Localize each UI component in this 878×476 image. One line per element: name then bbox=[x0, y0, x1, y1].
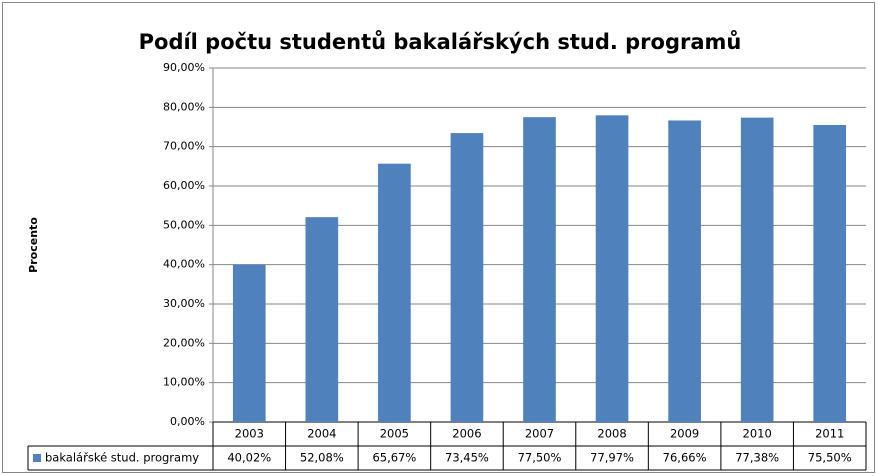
bar bbox=[740, 117, 774, 422]
table-value: 77,97% bbox=[590, 451, 634, 465]
x-tick-label: 2003 bbox=[235, 427, 264, 441]
y-tick-label: 20,00% bbox=[163, 336, 205, 349]
x-tick-label: 2009 bbox=[670, 427, 699, 441]
y-tick-label: 10,00% bbox=[163, 376, 205, 389]
bar bbox=[232, 264, 266, 422]
y-tick-label: 60,00% bbox=[163, 179, 205, 192]
legend-swatch bbox=[33, 454, 41, 462]
legend-label: bakalářské stud. programy bbox=[45, 451, 199, 465]
y-axis-label: Procento bbox=[27, 217, 40, 273]
y-tick-label: 80,00% bbox=[163, 100, 205, 113]
table-value: 65,67% bbox=[372, 451, 416, 465]
bar bbox=[523, 117, 556, 423]
chart-title: Podíl počtu studentů bakalářských stud. … bbox=[139, 30, 742, 54]
x-tick-label: 2010 bbox=[743, 427, 772, 441]
y-tick-label: 40,00% bbox=[163, 258, 205, 271]
bar bbox=[595, 115, 629, 423]
bar bbox=[305, 217, 339, 422]
y-tick-label: 30,00% bbox=[163, 297, 205, 310]
y-tick-label: 70,00% bbox=[163, 140, 205, 153]
bar bbox=[378, 163, 411, 422]
y-tick-label: 50,00% bbox=[163, 218, 205, 231]
bar bbox=[668, 120, 701, 422]
x-tick-label: 2007 bbox=[525, 427, 554, 441]
x-tick-label: 2005 bbox=[380, 427, 409, 441]
table-value: 77,38% bbox=[735, 451, 779, 465]
table-value: 75,50% bbox=[808, 451, 852, 465]
y-tick-label: 90,00% bbox=[163, 61, 205, 74]
table-value: 73,45% bbox=[445, 451, 489, 465]
table-value: 77,50% bbox=[518, 451, 562, 465]
bar bbox=[813, 125, 847, 423]
y-tick-label: 0,00% bbox=[170, 415, 205, 428]
x-tick-label: 2011 bbox=[815, 427, 844, 441]
x-tick-label: 2004 bbox=[307, 427, 336, 441]
table-value: 76,66% bbox=[663, 451, 707, 465]
table-value: 52,08% bbox=[300, 451, 344, 465]
bar bbox=[450, 133, 484, 422]
table-value: 40,02% bbox=[227, 451, 271, 465]
x-tick-label: 2008 bbox=[597, 427, 626, 441]
x-tick-label: 2006 bbox=[452, 427, 481, 441]
